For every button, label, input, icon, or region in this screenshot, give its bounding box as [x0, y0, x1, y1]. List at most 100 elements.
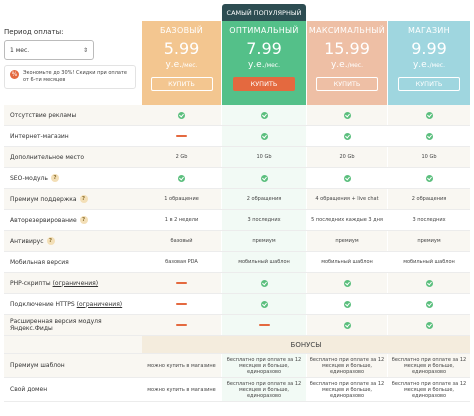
plan-name: МАГАЗИН: [408, 26, 450, 35]
savings-notice: % Экономьте до 30%! Скидки при оплате от…: [4, 65, 136, 89]
bonus-header: БОНУСЫ: [4, 336, 470, 354]
feature-label: Расширенная версия модуля Яндекс.Фиды: [4, 315, 142, 335]
feature-value: премиум: [307, 231, 387, 251]
feature-row: SEO-модуль?: [4, 168, 470, 189]
check-icon: [343, 174, 351, 182]
bonus-value: бесплатно при оплате за 12 месяцев и бол…: [388, 354, 470, 377]
check-icon: [260, 174, 268, 182]
feature-value: 20 Gb: [307, 147, 387, 167]
feature-row: Премиум поддержка? 1 обращение 2 обращен…: [4, 189, 470, 210]
feature-label: Антивирус?: [4, 231, 142, 251]
payment-period-label: Период оплаты:: [4, 28, 64, 36]
plan-maximal: МАКСИМАЛЬНЫЙ 15.99 у.е./мес. КУПИТЬ: [307, 21, 387, 105]
feature-label: SEO-модуль?: [4, 168, 142, 188]
percent-icon: %: [10, 70, 19, 79]
feature-value: 10 Gb: [388, 147, 470, 167]
restrictions-link[interactable]: (ограничения): [52, 279, 99, 287]
check-icon: [425, 321, 433, 329]
feature-value: премиум: [222, 231, 306, 251]
payment-period-select[interactable]: 1 мес. ⇕: [4, 40, 94, 60]
feature-row: Авторезервирование? 1 в 2 недели 3 после…: [4, 210, 470, 231]
buy-button[interactable]: КУПИТЬ: [316, 77, 378, 91]
help-icon[interactable]: ?: [79, 216, 88, 224]
feature-value: базовый: [142, 231, 221, 251]
check-icon: [260, 111, 268, 119]
help-icon[interactable]: ?: [79, 195, 88, 203]
plan-price: 9.99: [411, 39, 447, 58]
feature-label: Интернет-магазин: [4, 126, 142, 146]
feature-value: 1 в 2 недели: [142, 210, 221, 230]
check-icon: [178, 111, 185, 119]
plan-name: ОПТИМАЛЬНЫЙ: [229, 26, 299, 35]
plan-price: 5.99: [163, 39, 200, 58]
bonus-row: Свой домен можно купить в магазине беспл…: [4, 378, 470, 402]
bonus-value: бесплатно при оплате за 12 месяцев и бол…: [222, 354, 306, 377]
plan-optimal: ОПТИМАЛЬНЫЙ 7.99 у.е./мес. КУПИТЬ: [222, 21, 306, 105]
bonus-label: Свой домен: [4, 378, 142, 401]
dash-icon: [258, 324, 270, 326]
feature-label: Подключение HTTPS (ограничения): [4, 294, 142, 314]
feature-value: 10 Gb: [222, 147, 306, 167]
feature-value: мобильный шаблон: [222, 252, 306, 272]
feature-value: 2 обращения: [388, 189, 470, 209]
feature-row: Расширенная версия модуля Яндекс.Фиды: [4, 315, 470, 336]
feature-row: Антивирус? базовый премиум премиум преми…: [4, 231, 470, 252]
feature-value: 2 обращения: [222, 189, 306, 209]
feature-value: 3 последних: [388, 210, 470, 230]
plan-price: 7.99: [246, 39, 282, 58]
feature-row: Дополнительное место 2 Gb 10 Gb 20 Gb 10…: [4, 147, 470, 168]
bonus-value: бесплатно при оплате за 12 месяцев и бол…: [307, 378, 387, 401]
buy-button[interactable]: КУПИТЬ: [150, 77, 213, 91]
feature-value: мобильный шаблон: [307, 252, 387, 272]
bonus-value: можно купить в магазине: [142, 354, 221, 377]
feature-label: Мобильная версия: [4, 252, 142, 272]
buy-button[interactable]: КУПИТЬ: [233, 77, 295, 91]
chevron-updown-icon: ⇕: [82, 46, 88, 54]
plan-unit: у.е./мес.: [412, 60, 446, 70]
feature-label: Авторезервирование?: [4, 210, 142, 230]
help-icon[interactable]: ?: [46, 237, 55, 245]
plan-unit: у.е./мес.: [330, 60, 364, 70]
check-icon: [260, 132, 268, 140]
bonus-title: БОНУСЫ: [142, 336, 470, 353]
plan-unit: у.е./мес.: [165, 60, 198, 70]
feature-label: Отсутствие рекламы: [4, 105, 142, 125]
savings-text: Экономьте до 30%! Скидки при оплате от 6…: [23, 70, 127, 83]
help-icon[interactable]: ?: [50, 174, 59, 182]
plan-name: МАКСИМАЛЬНЫЙ: [308, 26, 386, 35]
check-icon: [343, 300, 351, 308]
feature-value: 5 последних каждые 3 дня: [307, 210, 387, 230]
bonus-value: можно купить в магазине: [142, 378, 221, 401]
features-table: Отсутствие рекламы Интернет-магазин Допо…: [4, 105, 470, 402]
check-icon: [343, 132, 351, 140]
feature-row: Мобильная версия базовая PDA мобильный ш…: [4, 252, 470, 273]
check-icon: [343, 321, 351, 329]
feature-label: PHP-скрипты (ограничения): [4, 273, 142, 293]
check-icon: [425, 300, 433, 308]
buy-button[interactable]: КУПИТЬ: [398, 77, 460, 91]
feature-value: 4 обращения + live chat: [307, 189, 387, 209]
bonus-value: бесплатно при оплате за 12 месяцев и бол…: [307, 354, 387, 377]
bonus-value: бесплатно при оплате за 12 месяцев и бол…: [388, 378, 470, 401]
dash-icon: [176, 303, 187, 305]
feature-label: Премиум поддержка?: [4, 189, 142, 209]
plan-price: 15.99: [324, 39, 370, 58]
plan-unit: у.е./мес.: [247, 60, 281, 70]
bonus-row: Премиум шаблон можно купить в магазине б…: [4, 354, 470, 378]
check-icon: [260, 300, 268, 308]
feature-value: премиум: [388, 231, 470, 251]
popular-badge: САМЫЙ ПОПУЛЯРНЫЙ: [222, 4, 306, 21]
feature-row: Подключение HTTPS (ограничения): [4, 294, 470, 315]
feature-value: 3 последних: [222, 210, 306, 230]
payment-period-value: 1 мес.: [10, 46, 30, 54]
feature-value: 2 Gb: [142, 147, 221, 167]
feature-label: Дополнительное место: [4, 147, 142, 167]
check-icon: [260, 279, 268, 287]
dash-icon: [176, 324, 187, 326]
restrictions-link[interactable]: (ограничения): [76, 300, 123, 308]
bonus-value: бесплатно при оплате за 12 месяцев и бол…: [222, 378, 306, 401]
dash-icon: [176, 282, 187, 284]
check-icon: [425, 279, 433, 287]
check-icon: [425, 132, 433, 140]
feature-row: Отсутствие рекламы: [4, 105, 470, 126]
